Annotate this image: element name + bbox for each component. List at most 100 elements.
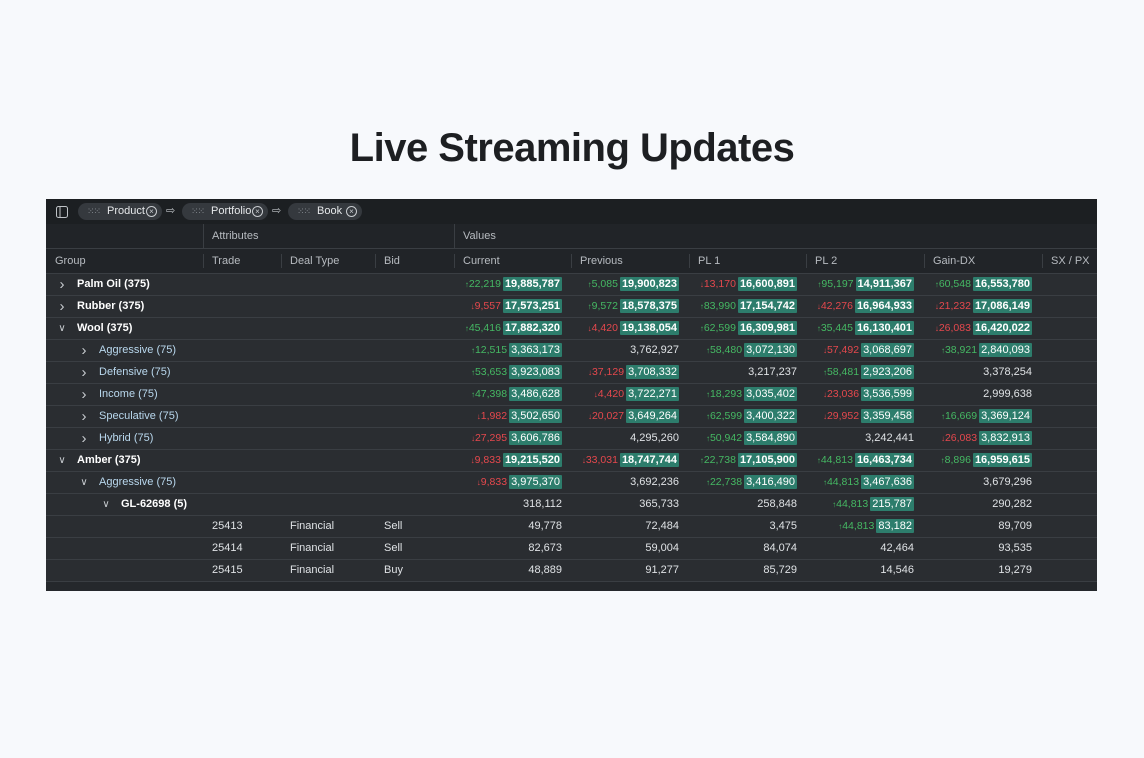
cell-value: 17,086,149: [972, 299, 1032, 313]
expand-toggle[interactable]: ›: [81, 430, 87, 447]
group-chip[interactable]: ⁙⁙ Portfolio ×: [182, 203, 268, 220]
column-header-label[interactable]: PL 1: [698, 255, 721, 267]
cell-value: 49,778: [528, 520, 562, 532]
deal-type: Financial: [290, 542, 335, 554]
expand-toggle[interactable]: ∨: [58, 455, 66, 466]
cell-value: 16,959,615: [972, 453, 1032, 467]
change-indicator: 9,833: [477, 476, 507, 488]
remove-icon[interactable]: ×: [346, 206, 357, 217]
cell-value: 16,463,734: [854, 453, 914, 467]
value-cell: 290,282: [924, 494, 1032, 515]
cell-value: 72,484: [645, 520, 679, 532]
column-separator: [203, 254, 204, 268]
expand-toggle[interactable]: ∨: [58, 323, 66, 334]
expand-toggle[interactable]: ›: [81, 364, 87, 381]
value-cell: 22,62: [1042, 340, 1097, 361]
column-header-label[interactable]: Group: [55, 255, 86, 267]
cell-value: 17,105,900: [737, 453, 797, 467]
value-cell: 19,279: [924, 560, 1032, 581]
change-indicator: 58,480: [706, 344, 742, 356]
cell-value: 89,709: [998, 520, 1032, 532]
column-separator: [203, 224, 204, 248]
value-cell: 3,475: [689, 516, 797, 537]
group-chip[interactable]: ⁙⁙ Product ×: [78, 203, 162, 220]
cell-value: 18,578,375: [619, 299, 679, 313]
change-indicator: 4,420: [594, 388, 624, 400]
trade: 25415: [212, 564, 243, 576]
expand-toggle[interactable]: ›: [81, 342, 87, 359]
deal-type: Financial: [290, 564, 335, 576]
column-separator: [689, 254, 690, 268]
cell-value: 290,282: [992, 498, 1032, 510]
group-chip[interactable]: ⁙⁙ Book ×: [288, 203, 362, 220]
cell-value: 83,182: [876, 519, 914, 533]
cell-value: 3,584,890: [744, 431, 797, 445]
column-header-label[interactable]: SX / PX: [1051, 255, 1090, 267]
cell-value: 3,762,927: [630, 344, 679, 356]
cell-value: 2,923,206: [861, 365, 914, 379]
column-header-label[interactable]: Current: [463, 255, 500, 267]
value-cell: 27,67: [1042, 384, 1097, 405]
cell-value: 3,692,236: [630, 476, 679, 488]
chip-label: Product: [107, 205, 145, 217]
panel-icon[interactable]: [56, 206, 68, 218]
value-cell: 22,622: [1042, 318, 1097, 339]
cell-value: 258,848: [757, 498, 797, 510]
group-label: Amber (375): [77, 454, 141, 466]
change-indicator: 4,420: [588, 322, 618, 334]
cell-value: 3,475: [769, 520, 797, 532]
chain-arrow: ⇨: [166, 205, 176, 217]
expand-toggle[interactable]: ›: [81, 386, 87, 403]
cell-value: 17,573,251: [502, 299, 562, 313]
expand-toggle[interactable]: ›: [81, 408, 87, 425]
column-header-label[interactable]: Gain-DX: [933, 255, 976, 267]
change-indicator: 60,548: [935, 278, 971, 290]
cell-value: 16,130,401: [854, 321, 914, 335]
expand-toggle[interactable]: ∨: [102, 499, 110, 510]
value-cell: 318,112: [454, 494, 562, 515]
group-label: GL-62698 (5): [121, 498, 188, 510]
value-cell: 91,277: [571, 560, 679, 581]
expand-toggle[interactable]: ›: [59, 276, 65, 293]
expand-toggle[interactable]: ›: [59, 298, 65, 315]
change-indicator: 62,599: [706, 410, 742, 422]
change-indicator: 22,738: [700, 454, 736, 466]
remove-icon[interactable]: ×: [252, 206, 263, 217]
column-header-label[interactable]: PL 2: [815, 255, 838, 267]
column-header-label[interactable]: Deal Type: [290, 255, 340, 267]
change-indicator: 62,599: [700, 322, 736, 334]
value-cell: 85,729: [689, 560, 797, 581]
cell-value: 3,502,650: [509, 409, 562, 423]
drag-handle: ⁙⁙: [87, 206, 101, 216]
column-header-label[interactable]: Trade: [212, 255, 241, 267]
column-header-label[interactable]: Previous: [580, 255, 623, 267]
cell-value: 84,074: [763, 542, 797, 554]
value-cell: 3,378,254: [924, 362, 1032, 383]
group-label: Defensive (75): [99, 366, 171, 378]
cell-value: 2,999,638: [983, 388, 1032, 400]
remove-icon[interactable]: ×: [146, 206, 157, 217]
page-title: Live Streaming Updates: [349, 126, 795, 170]
value-cell: 59,004: [571, 538, 679, 559]
value-cell: 4,295,260: [571, 428, 679, 449]
change-indicator: 44,813: [832, 498, 868, 510]
cell-value: 16,600,891: [737, 277, 797, 291]
expand-toggle[interactable]: ∨: [80, 477, 88, 488]
cell-value: 16,309,981: [737, 321, 797, 335]
column-header-label[interactable]: Bid: [384, 255, 400, 267]
bid: Buy: [384, 564, 403, 576]
